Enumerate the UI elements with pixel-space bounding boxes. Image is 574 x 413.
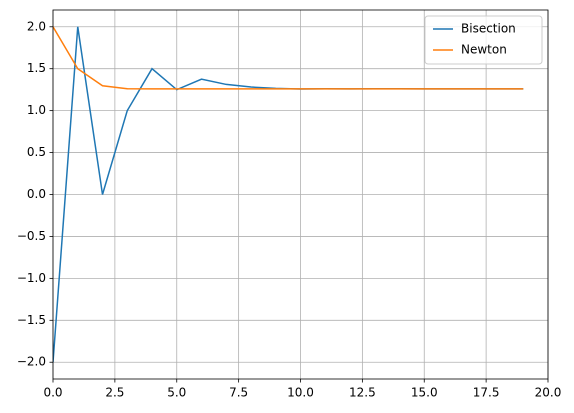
y-tick-label: −2.0: [17, 355, 46, 369]
x-tick-label: 0.0: [43, 386, 62, 400]
legend-label: Newton: [461, 43, 507, 57]
x-tick-label: 10.0: [287, 386, 314, 400]
y-tick-label: −1.0: [17, 271, 46, 285]
y-tick-label: 0.0: [27, 187, 46, 201]
y-tick-label: 1.5: [27, 61, 46, 75]
y-tick-label: −1.5: [17, 313, 46, 327]
x-tick-label: 5.0: [167, 386, 186, 400]
x-tick-label: 12.5: [349, 386, 376, 400]
plot-frame: [52, 9, 549, 380]
y-tick-label: 0.5: [27, 145, 46, 159]
y-tick-label: −0.5: [17, 229, 46, 243]
legend-box: [424, 15, 543, 65]
x-tick-label: 2.5: [105, 386, 124, 400]
x-tick-label: 17.5: [473, 386, 500, 400]
x-tick-label: 15.0: [411, 386, 438, 400]
legend-label: Bisection: [461, 22, 516, 36]
y-tick-label: 1.0: [27, 103, 46, 117]
x-tick-label: 7.5: [229, 386, 248, 400]
y-tick-label: 2.0: [27, 19, 46, 33]
line-series: [53, 26, 524, 90]
x-tick-label: 20.0: [535, 386, 562, 400]
